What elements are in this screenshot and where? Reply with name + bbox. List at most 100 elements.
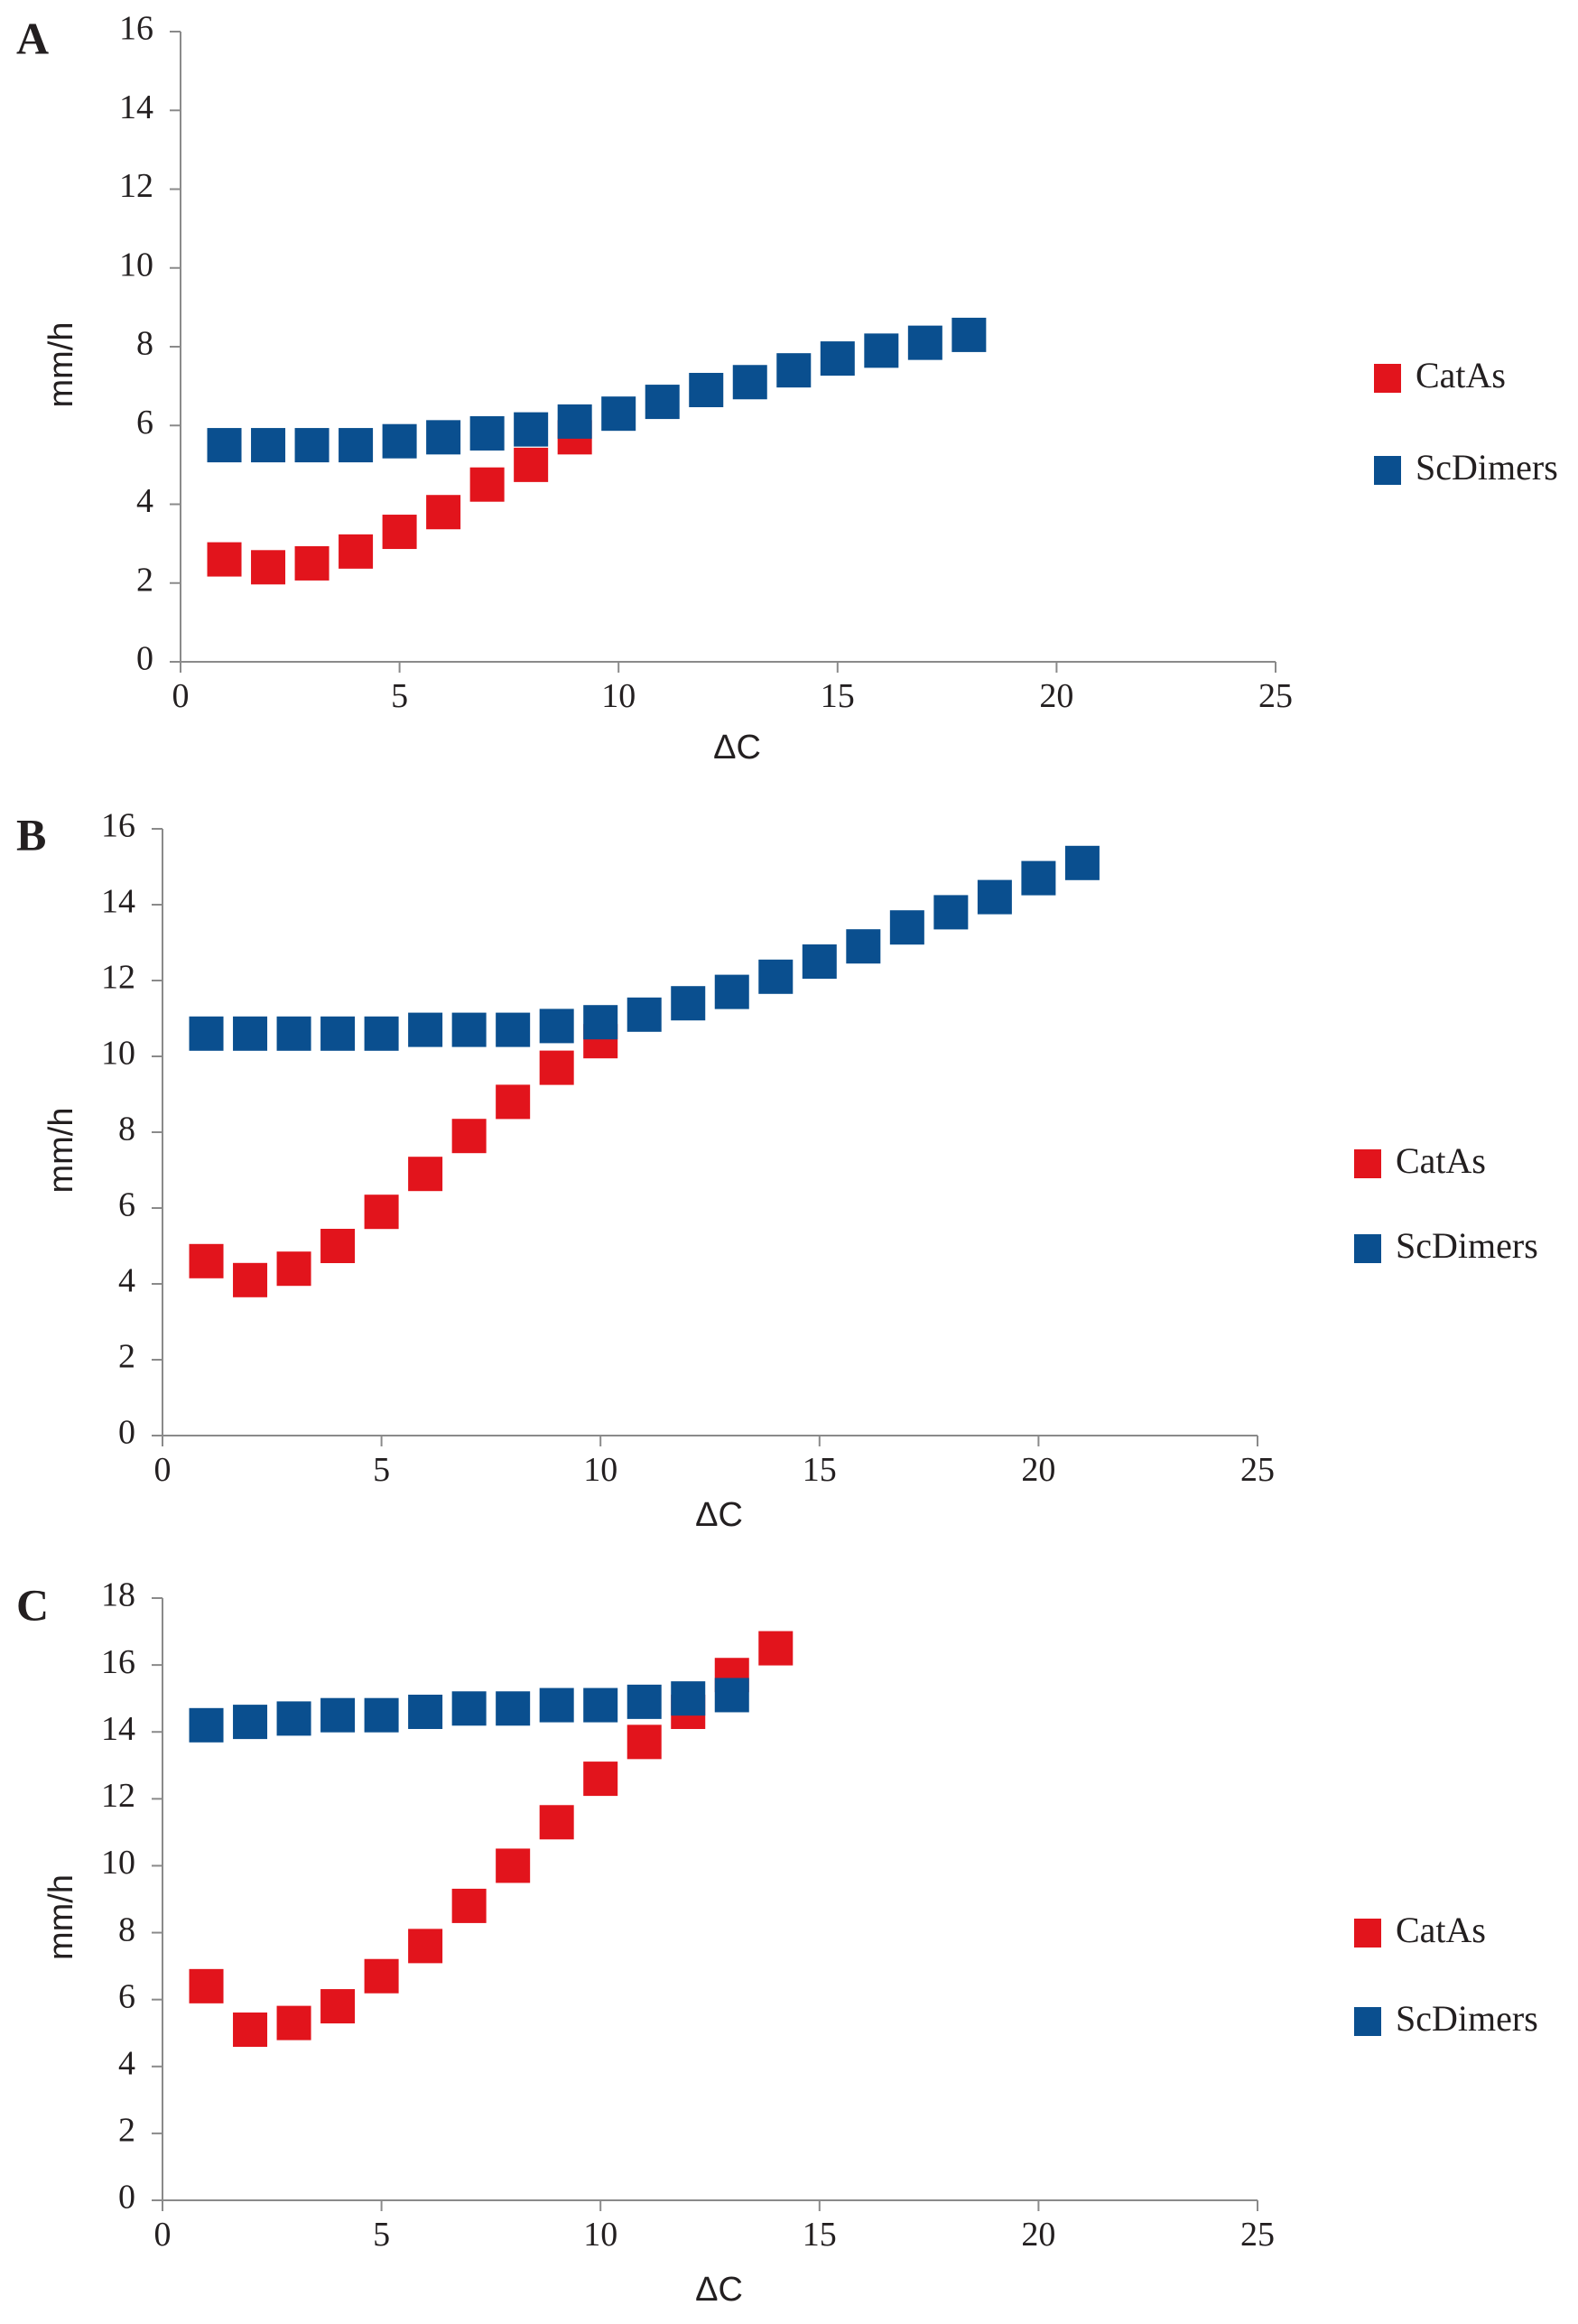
data-point [320,1016,356,1051]
x-tick-label: 15 [803,1451,837,1489]
data-point [408,1157,443,1192]
data-point [189,1016,224,1051]
panel-label: A [16,13,49,63]
y-tick-label: 2 [118,1338,135,1376]
chart-panel-c: C 0 2 4 6 8 10 12 14 16 18 0 5 10 15 20 25 ΔC mm/h CatAs ScD… [16,1576,1538,2309]
y-tick-label: 14 [119,88,153,126]
data-point [496,1084,531,1120]
x-tick-label: 5 [391,677,408,715]
data-point [233,2013,268,2048]
data-point [251,550,286,585]
data-point [557,404,592,439]
data-point [251,428,286,463]
data-point [364,1697,399,1733]
data-point [627,1684,662,1719]
data-point [408,1929,443,1964]
y-axis-label: mm/h [42,1108,80,1194]
series-catas [189,1024,618,1297]
data-point [320,1989,356,2024]
data-point [189,1707,224,1743]
data-point [714,1678,749,1713]
x-tick-label: 25 [1240,1451,1275,1489]
data-point [207,542,242,577]
data-point [189,1968,224,2003]
x-tick-label: 5 [373,1451,390,1489]
y-tick-label: 2 [118,2112,135,2150]
legend-swatch [1354,1234,1381,1263]
data-point [601,396,636,432]
data-point [689,372,724,407]
x-axis-label: ΔC [695,2271,743,2309]
y-tick-label: 6 [136,404,153,442]
y-tick-label: 0 [136,640,153,678]
x-tick-label: 5 [373,2216,390,2254]
data-point [539,1009,574,1044]
series-scdimers [189,845,1100,1051]
x-tick-label: 25 [1240,2216,1275,2254]
y-axis-label: mm/h [42,322,80,408]
y-tick-label: 10 [101,1035,135,1073]
data-point [382,423,417,459]
data-point [469,415,505,451]
x-tick-label: 15 [803,2216,837,2254]
data-point [671,1681,706,1716]
data-point [294,428,330,463]
x-tick-label: 15 [821,677,855,715]
x-tick-label: 20 [1039,677,1073,715]
data-point [583,1762,618,1797]
data-point [469,467,505,502]
x-tick-label: 25 [1258,677,1293,715]
data-point [758,1631,794,1666]
y-tick-label: 0 [118,2179,135,2217]
y-tick-label: 14 [101,883,135,921]
x-tick-label: 0 [154,2216,172,2254]
x-tick-label: 20 [1021,1451,1055,1489]
x-tick-label: 0 [172,677,190,715]
data-point [364,1016,399,1051]
data-point [207,428,242,463]
x-tick-label: 20 [1021,2216,1055,2254]
data-point [539,1050,574,1085]
legend-swatch [1374,456,1401,485]
data-point [846,929,881,964]
x-axis-label: ΔC [695,1496,743,1534]
data-point [583,1005,618,1040]
x-tick-label: 0 [154,1451,172,1489]
legend-swatch [1354,2007,1381,2036]
data-point [864,333,899,368]
data-point [583,1687,618,1723]
data-point [276,1016,311,1051]
data-point [732,365,767,400]
y-tick-label: 12 [119,167,153,205]
data-point [496,1691,531,1726]
x-tick-label: 10 [601,677,636,715]
legend-label: ScDimers [1396,1225,1538,1266]
y-tick-label: 8 [136,325,153,363]
y-tick-label: 6 [118,1977,135,2015]
x-tick-label: 10 [583,2216,617,2254]
y-tick-label: 16 [119,10,153,48]
data-point [189,1243,224,1278]
y-tick-label: 4 [136,482,153,520]
x-tick-label: 10 [583,1451,617,1489]
legend-swatch [1354,1919,1381,1948]
legend-label: CatAs [1416,355,1506,395]
legend-label: ScDimers [1416,447,1558,488]
data-point [539,1687,574,1723]
y-tick-label: 0 [118,1414,135,1452]
data-point [977,879,1012,915]
data-point [820,341,855,376]
legend-label: ScDimers [1396,1998,1538,2039]
data-point [233,1016,268,1051]
data-point [276,2005,311,2040]
data-point [496,1012,531,1047]
series-catas [189,1631,794,2048]
data-point [671,986,706,1021]
y-tick-label: 4 [118,2044,135,2082]
data-point [408,1012,443,1047]
data-point [645,385,680,420]
x-axis-label: ΔC [713,729,761,767]
data-point [951,317,987,352]
series-catas [207,420,592,585]
y-tick-label: 6 [118,1186,135,1224]
